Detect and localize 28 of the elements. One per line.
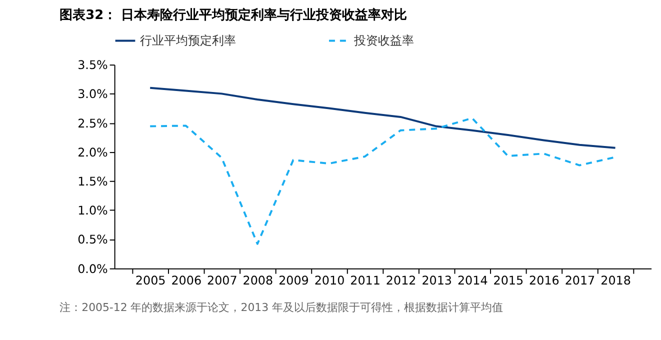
y-tick-label: 3.0% <box>78 87 108 102</box>
y-tick-label: 1.0% <box>78 204 108 218</box>
x-tick-label: 2007 <box>207 274 238 288</box>
x-tick-label: 2008 <box>242 274 274 288</box>
legend-label: 行业平均预定利率 <box>140 34 236 48</box>
x-tick-label: 2010 <box>314 274 345 288</box>
x-tick-label: 2015 <box>493 274 524 288</box>
x-tick-label: 2009 <box>278 274 309 288</box>
x-tick-label: 2013 <box>422 274 452 288</box>
chart-title: 图表32： 日本寿险行业平均预定利率与行业投资收益率对比 <box>60 6 408 23</box>
y-tick-label: 2.5% <box>78 116 108 130</box>
x-tick-label: 2014 <box>457 274 488 288</box>
y-tick-label: 2.0% <box>78 145 108 160</box>
y-tick-label: 3.5% <box>78 58 108 72</box>
x-tick-label: 2012 <box>386 274 416 288</box>
y-tick-label: 1.5% <box>78 174 108 188</box>
line-series <box>149 86 616 149</box>
y-tick-label: 0.5% <box>78 232 108 247</box>
x-tick-label: 2016 <box>529 274 560 288</box>
line-series <box>149 117 616 245</box>
x-tick-label: 2017 <box>564 274 596 288</box>
x-tick-label: 2006 <box>171 274 202 288</box>
x-tick-label: 2005 <box>135 274 166 288</box>
legend-label: 投资收益率 <box>352 34 414 48</box>
text: 注：2005-12 年的数据来源于论文，2013 年及以后数据限于可得性，根据数据计算平均值 <box>60 301 504 314</box>
x-tick-label: 2018 <box>600 274 631 288</box>
y-tick-label: 0.0% <box>78 262 108 276</box>
x-tick-label: 2011 <box>350 274 380 288</box>
